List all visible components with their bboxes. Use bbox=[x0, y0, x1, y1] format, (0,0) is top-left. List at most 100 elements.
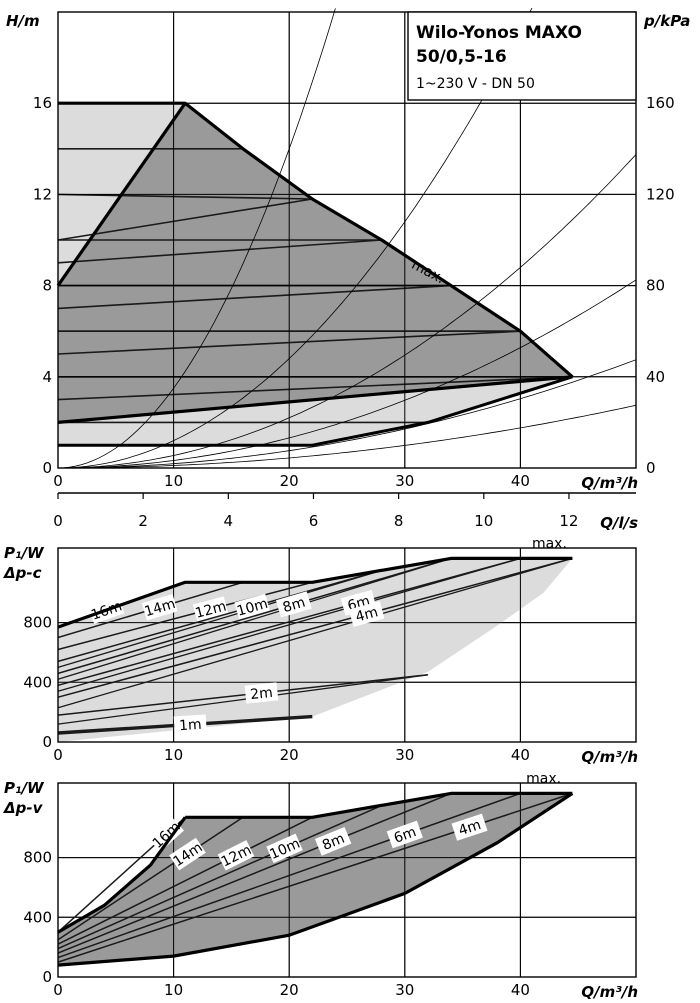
secondary-x-tick-label: 12 bbox=[559, 512, 578, 530]
power-curve-10m bbox=[57, 569, 382, 663]
plot-frame bbox=[57, 11, 637, 469]
y-right-axis-label: p/kPa bbox=[643, 12, 690, 30]
secondary-x-tick-label: 10 bbox=[474, 512, 493, 530]
x-tick-label: 0 bbox=[53, 981, 63, 999]
secondary-x-axis-label: Q/l/s bbox=[600, 514, 638, 532]
curve-label-bg bbox=[386, 820, 423, 849]
y-tick-label: 400 bbox=[23, 908, 52, 926]
secondary-x-tick-label: 4 bbox=[224, 512, 234, 530]
power-curve-6m bbox=[57, 792, 521, 959]
curve-label-bg bbox=[217, 840, 255, 871]
secondary-x-tick-label: 2 bbox=[138, 512, 148, 530]
x-tick-label: 20 bbox=[280, 472, 299, 490]
x-tick-label: 10 bbox=[164, 981, 183, 999]
power-curve-6m bbox=[57, 557, 521, 687]
system-curve bbox=[58, 154, 637, 469]
x-axis-label: Q/m³/h bbox=[581, 474, 638, 492]
y-tick-label: 800 bbox=[23, 849, 52, 867]
plot-frame bbox=[57, 547, 637, 743]
power-curve-10m bbox=[57, 804, 383, 950]
power-curve-8m bbox=[57, 792, 452, 954]
curve-label: 4m bbox=[457, 817, 483, 839]
y-axis-sublabel: Δp-v bbox=[3, 799, 44, 817]
x-tick-label: 20 bbox=[280, 981, 299, 999]
curve-label-bg bbox=[266, 833, 303, 864]
y-tick-label: 12 bbox=[33, 185, 52, 203]
power-curve-2m bbox=[57, 674, 428, 716]
y-tick-label: 4 bbox=[42, 368, 52, 386]
y-axis-label: P₁/W bbox=[4, 544, 45, 562]
x-tick-label: 10 bbox=[164, 746, 183, 764]
variable-pressure-line bbox=[57, 284, 452, 310]
y-tick-label: 800 bbox=[23, 614, 52, 632]
x-tick-label: 20 bbox=[280, 746, 299, 764]
system-curve bbox=[57, 8, 336, 469]
curve-label-bg bbox=[314, 826, 352, 856]
y-right-tick-label: 120 bbox=[646, 185, 675, 203]
min-boundary-curve bbox=[56, 102, 187, 287]
title-line2: 50/0,5-16 bbox=[416, 47, 507, 67]
y-right-tick-label: 160 bbox=[646, 94, 675, 112]
system-curve bbox=[58, 359, 637, 469]
system-curve bbox=[57, 7, 533, 469]
y-tick-label: 0 bbox=[42, 459, 52, 477]
y-right-tick-label: 80 bbox=[646, 277, 665, 295]
power-curve-14m bbox=[57, 816, 244, 941]
max-curve bbox=[58, 101, 574, 379]
y-right-tick-label: 0 bbox=[646, 459, 656, 477]
x-tick-label: 40 bbox=[511, 472, 530, 490]
max-label: max. bbox=[526, 771, 561, 787]
curve-label-bg bbox=[148, 817, 184, 852]
y-tick-label: 0 bbox=[42, 733, 52, 751]
x-tick-label: 10 bbox=[164, 472, 183, 490]
max-label: max. bbox=[532, 536, 567, 552]
1m-boundary-curve bbox=[58, 375, 573, 447]
operating-region bbox=[58, 558, 573, 742]
x-tick-label: 40 bbox=[511, 981, 530, 999]
curve-label: 1m bbox=[179, 717, 203, 734]
power-curve-4m bbox=[57, 792, 573, 963]
curve-label-bg bbox=[451, 813, 488, 841]
y-tick-label: 16 bbox=[33, 94, 52, 112]
system-curve bbox=[58, 404, 637, 469]
power-curve-8m bbox=[57, 557, 452, 675]
plot-frame bbox=[57, 782, 637, 978]
x-tick-label: 0 bbox=[53, 472, 63, 490]
title-box: Wilo-Yonos MAXO 50/0,5-16 1~230 V - DN 5… bbox=[407, 11, 637, 101]
min-curve bbox=[57, 816, 187, 934]
x-axis-label: Q/m³/h bbox=[581, 983, 638, 1001]
lower-boundary-curve bbox=[57, 792, 574, 967]
variable-pressure-line bbox=[57, 239, 382, 264]
power-curve-extra bbox=[57, 557, 521, 692]
variable-pressure-line bbox=[57, 198, 313, 241]
x-tick-label: 30 bbox=[395, 472, 414, 490]
y-tick-label: 0 bbox=[42, 968, 52, 986]
curve-label-bg bbox=[275, 591, 312, 618]
power-curve-4m bbox=[57, 557, 573, 698]
y-tick-label: 8 bbox=[42, 277, 52, 295]
curve-label-bg bbox=[244, 682, 279, 704]
secondary-x-tick-label: 0 bbox=[53, 512, 63, 530]
y-tick-label: 400 bbox=[23, 673, 52, 691]
power-curve-extra bbox=[57, 557, 573, 709]
curve-label-bg bbox=[348, 601, 385, 627]
variable-pressure-line bbox=[57, 376, 573, 401]
y-right-tick-label: 40 bbox=[646, 368, 665, 386]
x-tick-label: 30 bbox=[395, 981, 414, 999]
power-curve-12m bbox=[57, 816, 313, 945]
system-curve bbox=[58, 279, 637, 469]
power-curve-extra bbox=[57, 557, 452, 680]
secondary-x-tick-label: 6 bbox=[309, 512, 319, 530]
lower-boundary-curve bbox=[57, 375, 573, 424]
x-tick-label: 0 bbox=[53, 746, 63, 764]
light-region-bottom bbox=[58, 376, 573, 446]
y-axis-label: H/m bbox=[6, 12, 40, 30]
title-line1: Wilo-Yonos MAXO bbox=[416, 23, 582, 43]
x-tick-label: 40 bbox=[511, 746, 530, 764]
curve-label: 8m bbox=[320, 831, 347, 854]
curve-label-bg bbox=[173, 714, 207, 735]
curve-label-bg bbox=[141, 593, 178, 621]
